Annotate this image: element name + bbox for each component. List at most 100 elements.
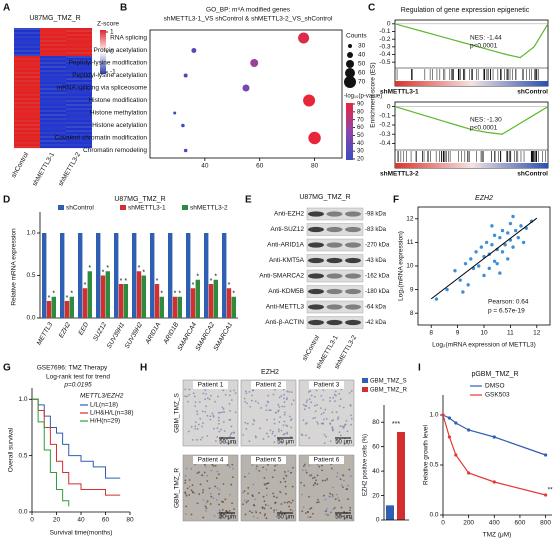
cell bbox=[345, 488, 348, 491]
label-bg bbox=[251, 456, 286, 464]
cell bbox=[278, 396, 281, 399]
scale-label: 50 μm bbox=[335, 440, 352, 446]
cell bbox=[339, 398, 342, 401]
cell bbox=[206, 480, 209, 482]
significance: * bbox=[196, 274, 199, 281]
cell bbox=[209, 503, 212, 505]
cell bbox=[308, 407, 311, 409]
cell bbox=[323, 442, 326, 445]
heatmap-cell bbox=[14, 38, 40, 41]
y-axis-label: Relative growth level bbox=[423, 424, 430, 485]
cell bbox=[185, 395, 188, 398]
cell bbox=[325, 417, 328, 420]
cell bbox=[217, 419, 220, 422]
nes-label: NES: -1.30 bbox=[470, 117, 502, 124]
survival-curve bbox=[32, 398, 121, 479]
bar bbox=[42, 233, 47, 318]
cell bbox=[332, 508, 335, 510]
cell bbox=[349, 405, 352, 407]
cell bbox=[230, 483, 233, 486]
cell bbox=[248, 440, 251, 443]
cell bbox=[305, 434, 307, 437]
cell bbox=[290, 471, 292, 474]
heatmap-cell bbox=[14, 132, 40, 135]
category-label: Covalent chromatin modification bbox=[55, 135, 148, 142]
heatmap-cell bbox=[14, 96, 40, 99]
legend-label: 20 bbox=[357, 157, 364, 163]
cell bbox=[226, 438, 228, 441]
heatmap-cell bbox=[14, 28, 40, 31]
y-axis-label: Log₂(mRNA expression) bbox=[398, 231, 405, 301]
heatmap-cell bbox=[14, 84, 40, 87]
kda-label: -98 kDa bbox=[365, 212, 387, 218]
heatmap-cell bbox=[14, 76, 40, 79]
heatmap-cell bbox=[66, 46, 92, 49]
bar bbox=[78, 233, 83, 318]
heatmap-cell bbox=[14, 50, 40, 53]
heatmap-cell bbox=[40, 128, 66, 131]
cell bbox=[302, 465, 305, 468]
cell bbox=[349, 517, 352, 519]
cell bbox=[251, 464, 254, 467]
legend-label: 0 bbox=[110, 49, 114, 56]
legend-swatch bbox=[120, 205, 126, 210]
cell bbox=[268, 409, 271, 412]
cell bbox=[322, 411, 325, 414]
point bbox=[503, 243, 507, 247]
cell bbox=[243, 490, 246, 493]
bar bbox=[204, 233, 209, 318]
p-label: p=0.0195 bbox=[63, 382, 92, 389]
point bbox=[445, 287, 449, 292]
cell bbox=[209, 492, 212, 495]
cell bbox=[277, 428, 280, 431]
heatmap-cell bbox=[14, 116, 40, 119]
heatmap-cell bbox=[14, 44, 40, 47]
cell bbox=[289, 419, 292, 422]
heatmap-cell bbox=[14, 94, 40, 97]
y-tick-label: -0.5 bbox=[379, 59, 391, 66]
cell bbox=[198, 471, 200, 474]
cell bbox=[286, 425, 289, 428]
point bbox=[484, 240, 489, 245]
cell bbox=[283, 420, 286, 423]
heatmap-cell bbox=[66, 116, 92, 119]
heatmap-cell bbox=[40, 64, 66, 67]
cell bbox=[193, 395, 196, 398]
heatmap-cell bbox=[66, 106, 92, 109]
cell bbox=[218, 503, 220, 506]
column-label: shMETTL3-2 bbox=[57, 151, 82, 187]
heatmap-cell bbox=[40, 134, 66, 137]
cell bbox=[303, 484, 306, 487]
panel-label: I bbox=[418, 363, 421, 374]
cell bbox=[279, 510, 282, 513]
category-label: Histone acetylation bbox=[92, 122, 147, 129]
cell bbox=[209, 418, 212, 421]
cell bbox=[342, 486, 344, 489]
bar bbox=[150, 233, 155, 318]
regression-line bbox=[430, 217, 538, 300]
cell bbox=[290, 426, 293, 429]
heatmap-cell bbox=[66, 74, 92, 77]
cell bbox=[316, 404, 319, 406]
cell bbox=[254, 510, 257, 512]
panel-title: GSE7696: TMZ Therapy bbox=[37, 365, 108, 372]
cell bbox=[229, 390, 232, 392]
cell bbox=[280, 429, 283, 432]
cell bbox=[184, 492, 187, 495]
cell bbox=[267, 504, 270, 507]
cell bbox=[329, 440, 332, 443]
panel-title: EZH2 bbox=[475, 195, 493, 202]
cell bbox=[313, 395, 316, 398]
cell bbox=[222, 483, 225, 485]
bar bbox=[159, 296, 164, 318]
cell bbox=[214, 440, 217, 442]
cell bbox=[190, 513, 193, 516]
cell bbox=[205, 393, 207, 395]
cell bbox=[309, 507, 312, 510]
cell bbox=[210, 495, 213, 498]
cell bbox=[302, 403, 305, 406]
patient-label: Patient 4 bbox=[198, 457, 224, 464]
cell bbox=[291, 499, 294, 502]
heatmap-cell bbox=[14, 108, 40, 111]
cell bbox=[304, 463, 306, 466]
